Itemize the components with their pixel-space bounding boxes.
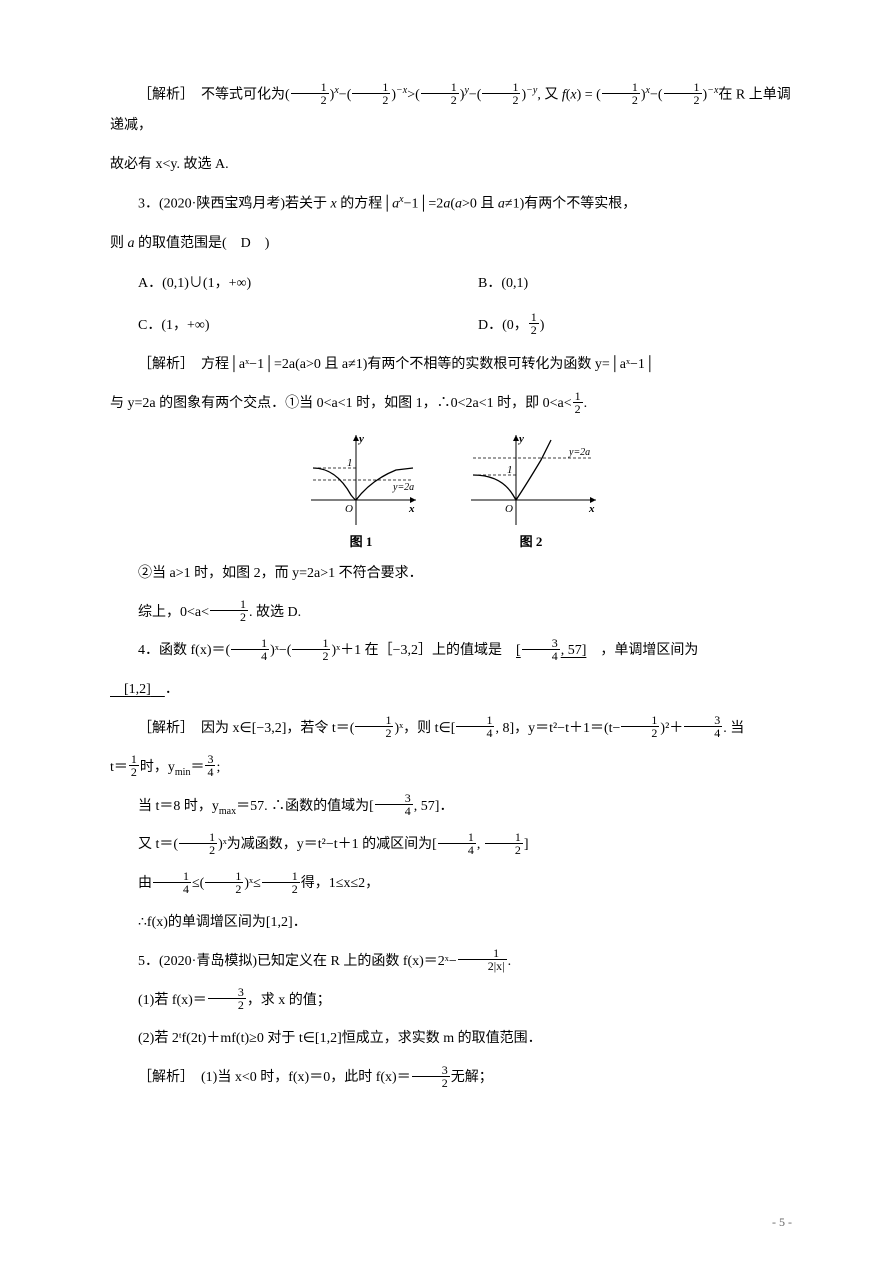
q3-choices: A．(0,1)∪(1，+∞) B．(0,1) [138, 267, 792, 301]
q3-answer: D [241, 236, 251, 251]
q3-analysis-l1: ［解析］ 方程│aˣ−1│=2a(a>0 且 a≠1)有两个不相等的实数根可转化… [110, 350, 792, 381]
q3-stem-line1: 3．(2020·陕西宝鸡月考)若关于 x 的方程│ax−1│=2a(a>0 且 … [110, 189, 792, 220]
figure-1: 1 y=2a y x O 图 1 [301, 430, 421, 553]
svg-text:y: y [357, 433, 364, 445]
q3-choices-row2: C．(1，+∞) D．(0，12) [138, 309, 792, 343]
q4-stem-line2: [1,2] ． [110, 675, 792, 706]
q5-stem: 5．(2020·青岛模拟)已知定义在 R 上的函数 f(x)＝2ˣ−12|x|. [110, 947, 792, 978]
q4-analysis-l3: 当 t＝8 时，ymax＝57. ∴函数的值域为[34, 57]． [110, 792, 792, 823]
svg-text:x: x [408, 503, 415, 515]
q4-analysis-l4: 又 t＝(12)ˣ为减函数，y＝t²−t＋1 的减区间为[14, 12] [110, 830, 792, 861]
svg-text:y=2a: y=2a [568, 447, 590, 458]
graph-2-svg: 1 y=2a y x O [461, 430, 601, 530]
q3-analysis-l3: ②当 a>1 时，如图 2，而 y=2a>1 不符合要求． [110, 559, 792, 590]
prev-analysis-line2: 故必有 x<y. 故选 A. [110, 150, 792, 181]
svg-text:y: y [517, 433, 524, 445]
page-number: - 5 - [772, 1213, 792, 1232]
analysis-label: ［解析］ [138, 88, 187, 103]
svg-text:1: 1 [347, 457, 353, 469]
q3-stem-line2: 则 a 的取值范围是( D ) [110, 229, 792, 260]
svg-text:O: O [345, 503, 353, 515]
choice-b: B．(0,1) [478, 267, 528, 301]
choice-d: D．(0，12) [478, 309, 544, 343]
svg-text:1: 1 [507, 464, 513, 476]
q4-analysis-l2: t＝12时，ymin＝34; [110, 753, 792, 784]
q4-answer2: [1,2] [110, 682, 165, 697]
q5-analysis-l1: ［解析］ (1)当 x<0 时，f(x)＝0，此时 f(x)＝32无解； [110, 1063, 792, 1094]
q4-analysis-l1: ［解析］ 因为 x∈[−3,2]，若令 t＝(12)ˣ，则 t∈[14, 8]，… [110, 714, 792, 745]
q4-answer1: [34, 57] [516, 643, 586, 658]
q5-part2: (2)若 2ᵗf(2t)＋mf(t)≥0 对于 t∈[1,2]恒成立，求实数 m… [110, 1024, 792, 1055]
graph-1-svg: 1 y=2a y x O [301, 430, 421, 530]
choice-a: A．(0,1)∪(1，+∞) [138, 267, 478, 301]
q4-stem: 4．函数 f(x)＝(14)ˣ−(12)ˣ＋1 在［−3,2］上的值域是 [34… [110, 636, 792, 667]
fig1-label: 图 1 [301, 532, 421, 553]
svg-text:y=2a: y=2a [392, 482, 414, 493]
svg-text:x: x [588, 503, 595, 515]
q3-analysis-l4: 综上，0<a<12. 故选 D. [110, 598, 792, 629]
figure-2: 1 y=2a y x O 图 2 [461, 430, 601, 553]
svg-text:O: O [505, 503, 513, 515]
choice-c: C．(1，+∞) [138, 309, 478, 343]
q4-analysis-l6: ∴f(x)的单调增区间为[1,2]． [110, 908, 792, 939]
prev-analysis-line1: ［解析］ 不等式可化为(12)x−(12)−x>(12)y−(12)−y, 又 … [110, 80, 792, 142]
fig2-label: 图 2 [461, 532, 601, 553]
q3-figures: 1 y=2a y x O 图 1 1 y=2a y x O 图 2 [110, 430, 792, 553]
q5-part1: (1)若 f(x)＝32，求 x 的值； [110, 986, 792, 1017]
q3-analysis-l2: 与 y=2a 的图象有两个交点．①当 0<a<1 时，如图 1，∴0<2a<1 … [110, 389, 792, 420]
q4-analysis-l5: 由14≤(12)ˣ≤12得，1≤x≤2， [110, 869, 792, 900]
